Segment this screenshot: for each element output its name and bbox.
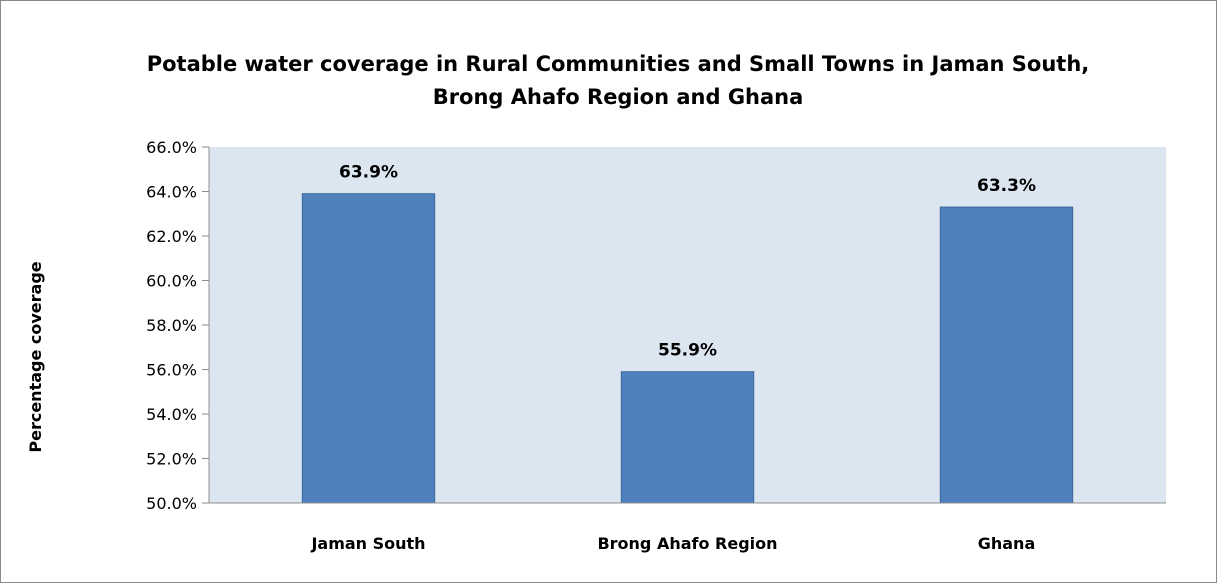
data-label: 63.9% xyxy=(339,163,398,183)
y-tick-label: 52.0% xyxy=(146,450,197,469)
y-tick-label: 60.0% xyxy=(146,272,197,291)
y-tick-label: 62.0% xyxy=(146,227,197,246)
data-label: 55.9% xyxy=(658,341,717,361)
y-tick-label: 66.0% xyxy=(146,138,197,157)
category-label: Brong Ahafo Region xyxy=(597,534,777,553)
y-tick-label: 54.0% xyxy=(146,405,197,424)
y-tick-label: 50.0% xyxy=(146,494,197,513)
bar xyxy=(301,193,436,504)
chart-title-line-2: Brong Ahafo Region and Ghana xyxy=(433,85,804,109)
data-label: 63.3% xyxy=(977,176,1036,196)
y-tick-label: 56.0% xyxy=(146,361,197,380)
y-axis-ticks: 50.0% 52.0% 54.0% 56.0% 58.0% 60.0% 62.0% 64.0%… xyxy=(146,138,209,513)
bar xyxy=(939,206,1074,504)
chart-title-line-1: Potable water coverage in Rural Communit… xyxy=(147,52,1090,76)
category-label: Ghana xyxy=(978,534,1036,553)
bars xyxy=(301,193,1074,504)
category-label: Jaman South xyxy=(310,534,425,553)
y-axis-title: Percentage coverage xyxy=(26,261,45,452)
category-labels: Jaman South Brong Ahafo Region Ghana xyxy=(310,534,1035,553)
bar xyxy=(620,371,755,504)
data-labels: 63.9% 55.9% 63.3% xyxy=(339,163,1036,361)
y-tick-label: 64.0% xyxy=(146,183,197,202)
y-tick-label: 58.0% xyxy=(146,316,197,335)
